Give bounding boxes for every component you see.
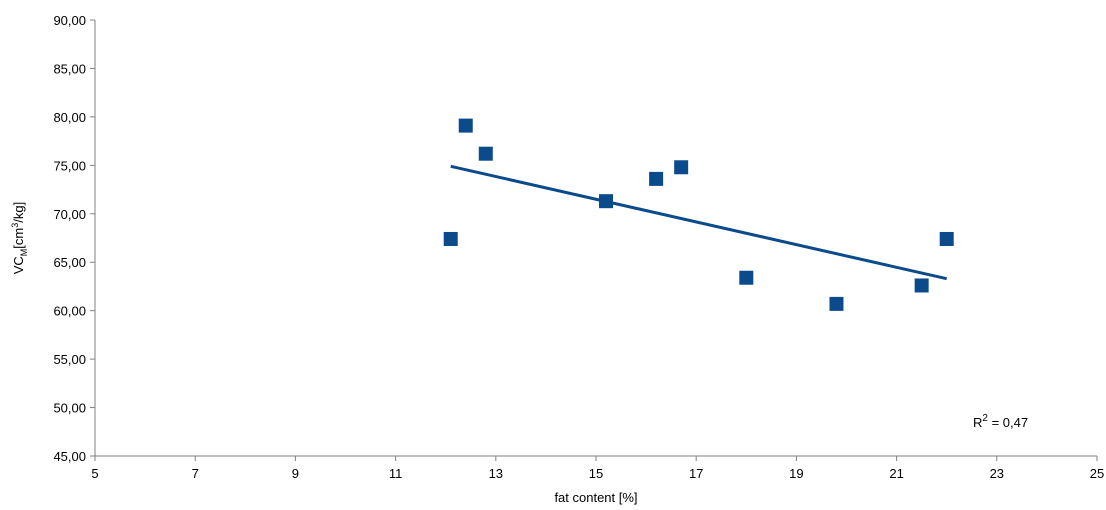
y-tick-label: 80,00 bbox=[53, 110, 86, 125]
point bbox=[443, 231, 458, 246]
y-tick-label: 50,00 bbox=[53, 401, 86, 416]
point bbox=[478, 146, 493, 161]
x-tick-label: 23 bbox=[990, 466, 1004, 481]
y-title-sup: 3 bbox=[10, 223, 20, 228]
point bbox=[674, 160, 689, 175]
x-tick-label: 21 bbox=[889, 466, 903, 481]
x-tick-label: 19 bbox=[789, 466, 803, 481]
annotation-part: = 0,47 bbox=[988, 415, 1028, 430]
x-axis-title: fat content [%] bbox=[554, 490, 637, 505]
point bbox=[649, 171, 664, 186]
y-tick-label: 85,00 bbox=[53, 61, 86, 76]
y-tick-label: 70,00 bbox=[53, 207, 86, 222]
y-title-part: [cm bbox=[11, 228, 26, 249]
x-tick-label: 9 bbox=[292, 466, 299, 481]
y-tick-label: 45,00 bbox=[53, 449, 86, 464]
annotation-part: R bbox=[973, 415, 982, 430]
point bbox=[739, 270, 754, 285]
x-tick-label: 5 bbox=[91, 466, 98, 481]
y-tick-label: 55,00 bbox=[53, 352, 86, 367]
y-title-part: VC bbox=[11, 256, 26, 274]
point bbox=[939, 231, 954, 246]
x-tick-label: 11 bbox=[389, 466, 403, 481]
y-title-part: /kg] bbox=[11, 202, 26, 223]
x-tick-label: 15 bbox=[589, 466, 603, 481]
y-tick-label: 60,00 bbox=[53, 304, 86, 319]
x-tick-label: 13 bbox=[489, 466, 503, 481]
x-tick-label: 17 bbox=[689, 466, 703, 481]
point bbox=[914, 278, 929, 293]
y-tick-label: 90,00 bbox=[53, 13, 86, 28]
r-squared: R2 = 0,47 bbox=[973, 413, 1028, 430]
x-tick-label: 25 bbox=[1090, 466, 1104, 481]
x-tick-label: 7 bbox=[192, 466, 199, 481]
y-tick-label: 75,00 bbox=[53, 158, 86, 173]
trendline bbox=[450, 164, 948, 281]
y-axis-title: VCM[cm3/kg] bbox=[10, 202, 29, 275]
point bbox=[458, 118, 473, 133]
point bbox=[599, 194, 614, 209]
annotation-sup: 2 bbox=[982, 413, 988, 424]
y-tick-label: 65,00 bbox=[53, 255, 86, 270]
y-title-sub: M bbox=[19, 249, 29, 257]
point bbox=[829, 296, 844, 311]
